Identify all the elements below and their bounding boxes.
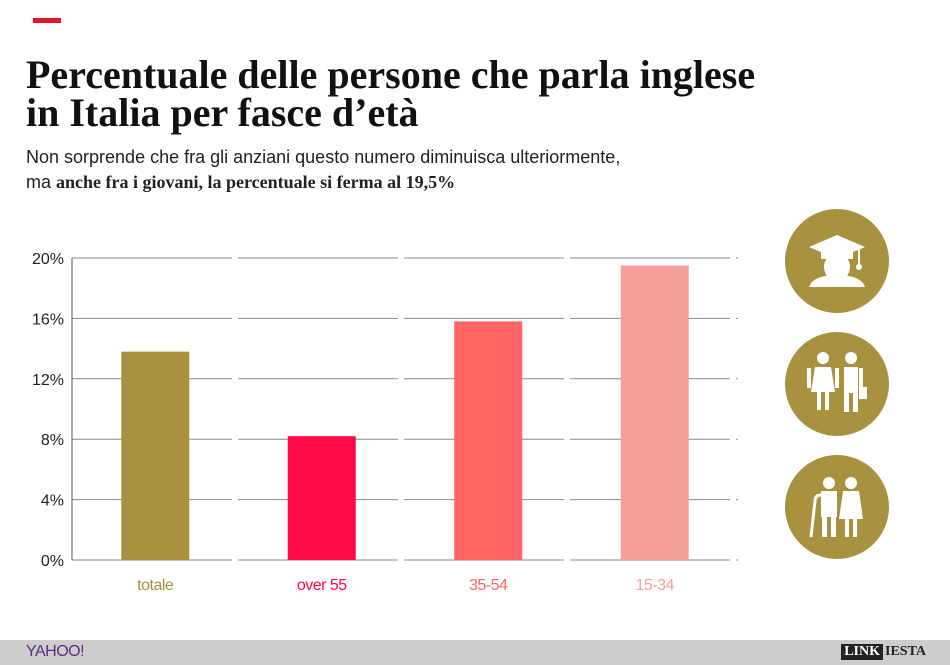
linkiesta-logo: LINK IESTA: [841, 644, 928, 660]
subtitle-prefix: ma: [26, 172, 57, 192]
accent-bar: [33, 18, 61, 23]
y-tick-label: 16%: [32, 311, 64, 328]
linkiesta-logo-part2: IESTA: [885, 644, 926, 659]
subtitle-line-1: Non sorprende che fra gli anziani questo…: [26, 147, 621, 167]
bar-over-55: [287, 436, 356, 560]
graduate-icon: [785, 209, 889, 313]
y-tick-label: 20%: [32, 251, 64, 268]
bar-totale: [121, 351, 190, 560]
x-tick-label: totale: [137, 577, 174, 594]
yahoo-logo: YAHOO!: [26, 643, 85, 660]
page-subtitle: Non sorprende che fra gli anziani questo…: [26, 145, 726, 195]
footer-bar: YAHOO! LINK IESTA: [0, 640, 950, 665]
page-title: Percentuale delle persone che parla ingl…: [26, 52, 756, 135]
y-tick-label: 4%: [41, 493, 64, 510]
subtitle-line-2: ma anche fra i giovani, la percentuale s…: [26, 170, 726, 195]
x-tick-label: over 55: [297, 577, 347, 594]
subtitle-emphasis: anche fra i giovani, la percentuale si f…: [56, 172, 456, 192]
x-tick-label: 35-54: [469, 577, 508, 594]
bar-15-34: [620, 265, 689, 560]
elderly-couple-icon: [785, 455, 889, 559]
y-tick-label: 8%: [41, 432, 64, 449]
x-tick-label: 15-34: [636, 577, 675, 594]
linkiesta-logo-part1: LINK: [841, 644, 884, 660]
y-tick-label: 0%: [41, 553, 64, 570]
y-tick-label: 12%: [32, 372, 64, 389]
bar-35-54: [454, 321, 523, 560]
adult-couple-icon: [785, 332, 889, 436]
bar-chart: 0% 4% 8% 12% 16% 20% totale over 55 35-54 15-34: [32, 251, 738, 594]
